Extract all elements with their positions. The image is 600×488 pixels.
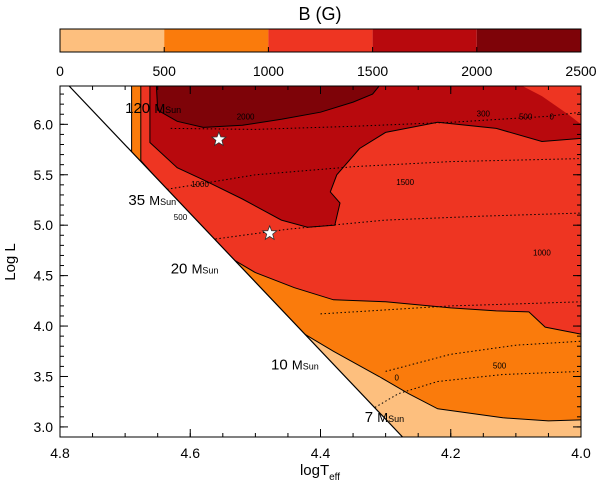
y-tick-label-2: 4.0 — [34, 318, 54, 334]
zams-mask — [60, 86, 403, 437]
colorbar-ticks: 0 500 1000 1500 2000 2500 — [56, 47, 597, 79]
x-axis-label: logTeff — [300, 462, 340, 483]
contour-label-5: 500 — [493, 361, 507, 370]
colorbar-bin-1 — [164, 29, 269, 52]
y-tick-label-6: 6.0 — [34, 116, 54, 132]
colorbar-tick-label-4: 2000 — [461, 63, 492, 79]
contour-line-3 — [155, 86, 380, 128]
x-tick-label-4: 4.0 — [571, 445, 591, 461]
colorbar-bin-2 — [268, 29, 373, 52]
contour-label-9: 0 — [549, 112, 554, 121]
mass-label-1: 35 MSun — [128, 192, 176, 209]
colorbar: B (G) 0 500 1000 1500 2000 2500 — [56, 4, 597, 79]
colorbar-bins — [60, 29, 581, 52]
colorbar-bin-4 — [476, 29, 581, 52]
y-tick-label-4: 5.0 — [34, 217, 54, 233]
star-marker-1 — [261, 224, 278, 241]
colorbar-bin-0 — [60, 29, 165, 52]
mass-label-0: 120 MSun — [125, 100, 181, 117]
colorbar-tick-label-3: 1500 — [357, 63, 388, 79]
x-tick-label-2: 4.4 — [311, 445, 331, 461]
y-tick-label-5: 5.5 — [34, 167, 54, 183]
colorbar-title: B (G) — [299, 4, 342, 24]
contour-line-2 — [149, 86, 581, 228]
colorbar-tick-label-5: 2500 — [565, 63, 596, 79]
colorbar-bin-3 — [372, 29, 477, 52]
x-tick-label-1: 4.6 — [181, 445, 201, 461]
y-tick-label-3: 4.5 — [34, 268, 54, 284]
mass-label-4: 7 MSun — [365, 409, 404, 426]
y-axis-label: Log L — [2, 243, 19, 281]
star-markers — [210, 130, 278, 241]
colorbar-frame — [59, 28, 582, 53]
star-marker-0 — [210, 130, 228, 147]
zams-line — [68, 86, 403, 437]
y-tick-label-0: 3.0 — [34, 419, 54, 435]
contour-label-1: 1000 — [191, 180, 209, 189]
y-axis-ticks: 3.0 3.5 4.0 4.5 5.0 5.5 6.0 — [34, 93, 581, 435]
mass-label-2: 20 MSun — [171, 261, 219, 278]
x-axis-ticks: 4.8 4.6 4.4 4.2 4.0 — [50, 86, 591, 461]
contour-label-8: 500 — [519, 112, 533, 121]
colorbar-tick-label-1: 500 — [153, 63, 177, 79]
contour-label-2: 500 — [174, 213, 188, 222]
x-tick-label-3: 4.2 — [441, 445, 461, 461]
colorbar-tick-label-0: 0 — [56, 63, 64, 79]
contour-label-7: 300 — [477, 109, 491, 118]
contour-label-4: 1000 — [533, 248, 551, 257]
x-tick-label-0: 4.8 — [50, 445, 70, 461]
mass-label-3: 10 MSun — [271, 356, 319, 373]
colorbar-tick-label-2: 1000 — [253, 63, 284, 79]
y-tick-label-1: 3.5 — [34, 368, 54, 384]
field-strength-regions — [131, 86, 581, 437]
track-1 — [151, 158, 581, 193]
mass-labels: 120 MSun 35 MSun 20 MSun 10 MSun 7 MSun — [125, 100, 404, 426]
contour-label-6: 0 — [394, 374, 399, 383]
region-2000-2500 — [156, 86, 380, 128]
track-4 — [385, 340, 581, 372]
track-3 — [320, 301, 581, 315]
contour-label-0: 2000 — [237, 112, 255, 121]
contour-labels: 2000 1000 500 1500 1000 500 0 300 500 0 — [174, 109, 555, 382]
contour-label-3: 1500 — [396, 178, 414, 187]
